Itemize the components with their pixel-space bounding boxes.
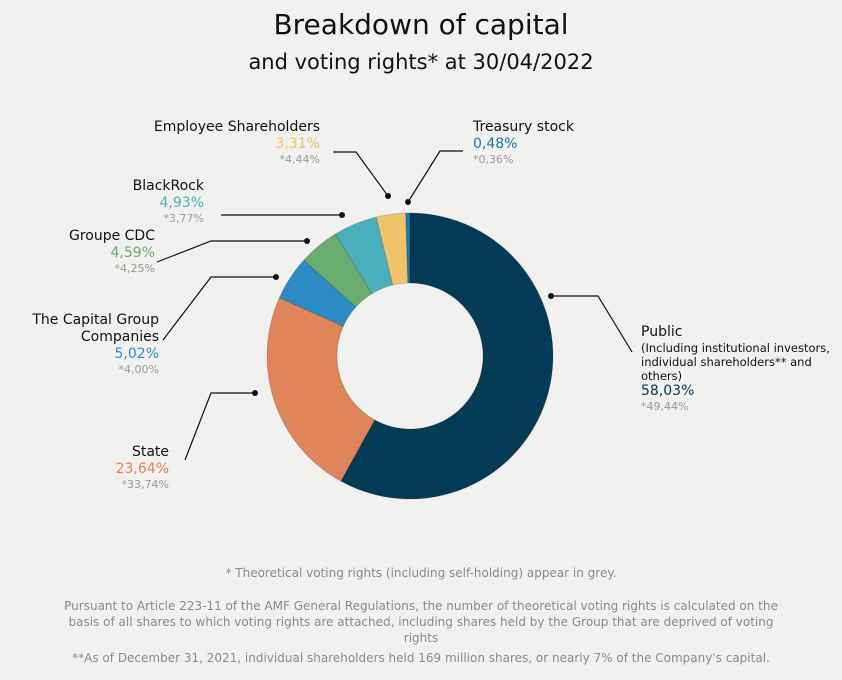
label-state: State 23,64% *33,74% [116, 444, 169, 491]
label-treasury: Treasury stock 0,48% *0,36% [473, 119, 574, 166]
data-label: 58,03% [641, 383, 695, 399]
data-label: 3,31% [275, 136, 320, 152]
label-employee: Employee Shareholders 3,31% *4,44% [154, 119, 320, 166]
chart-title: Breakdown of capital [273, 8, 569, 41]
leader-line-employee [333, 151, 389, 197]
footnote-voting: * Theoretical voting rights (including s… [225, 566, 617, 580]
leader-line-public [551, 295, 633, 353]
label-name: The Capital Group Companies [32, 312, 159, 345]
leader-line-treasury [407, 150, 463, 203]
label-name: BlackRock [132, 178, 204, 194]
label-capital-group: The Capital Group Companies 5,02% *4,00% [9, 312, 159, 376]
leader-lines [156, 150, 633, 461]
chart-subtitle: and voting rights* at 30/04/2022 [248, 50, 594, 74]
voting-label: *4,25% [114, 262, 155, 275]
leader-line-cdc [156, 240, 307, 263]
label-name: Groupe CDC [68, 228, 155, 244]
voting-label: *4,00% [118, 363, 159, 376]
label-public: Public (Including institutional investor… [641, 324, 841, 413]
slice-public [340, 212, 554, 500]
footnote-amf: Pursuant to Article 223-11 of the AMF Ge… [64, 599, 778, 645]
leader-dots [252, 193, 554, 396]
footnote-individual: **As of December 31, 2021, individual sh… [72, 651, 770, 665]
voting-label: *33,74% [121, 478, 169, 491]
voting-label: *49,44% [641, 400, 689, 413]
label-name: State [131, 444, 169, 460]
slice-the-capital-group-companies [278, 259, 357, 327]
data-label: 5,02% [114, 346, 159, 362]
label-cdc: Groupe CDC 4,59% *4,25% [69, 228, 155, 275]
label-detail: (Including institutional investors, indi… [641, 341, 830, 383]
voting-label: *0,36% [473, 153, 514, 166]
leader-line-state [184, 392, 255, 461]
data-label: 0,48% [473, 136, 518, 152]
label-name: Treasury stock [473, 119, 574, 135]
label-blackrock: BlackRock 4,93% *3,77% [133, 178, 204, 225]
leader-line-capital [162, 276, 276, 341]
label-name: Employee Shareholders [153, 119, 320, 135]
voting-label: *4,44% [279, 153, 320, 166]
voting-label: *3,77% [163, 212, 204, 225]
slice-state [266, 297, 376, 482]
label-name: Public [641, 324, 683, 340]
data-label: 4,93% [159, 195, 204, 211]
data-label: 4,59% [110, 245, 155, 261]
slice-treasury-stock [405, 212, 411, 284]
data-label: 23,64% [115, 461, 169, 477]
